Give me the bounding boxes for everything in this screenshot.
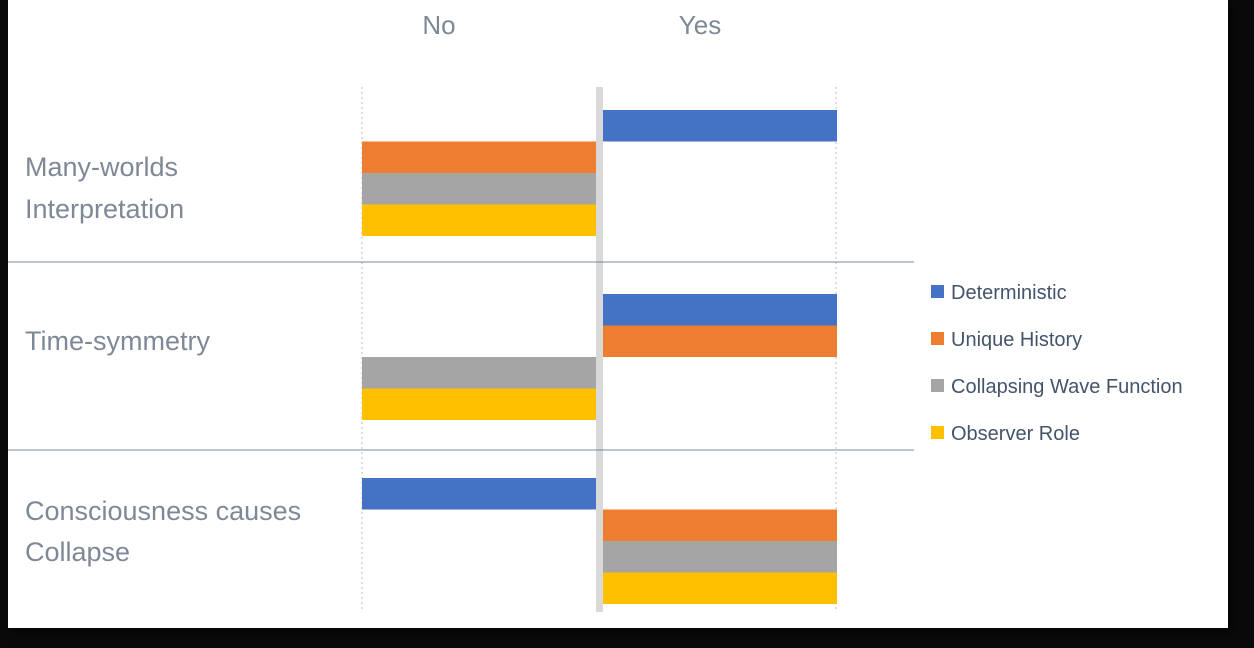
bar-observer-role [362, 388, 596, 420]
grid [8, 87, 914, 612]
chart: No Yes Many-worlds Interpretation Time-symm… [8, 10, 1183, 612]
bar-unique-history [603, 325, 837, 357]
legend-label: Deterministic [951, 282, 1067, 304]
category-label: Interpretation [25, 194, 184, 224]
bars [362, 110, 837, 604]
bar-unique-history [362, 141, 596, 173]
legend: Deterministic Unique History Collapsing Wa… [931, 282, 1183, 445]
legend-label: Unique History [951, 329, 1082, 351]
bar-observer-role [603, 572, 837, 604]
bar-deterministic [603, 294, 837, 326]
category-label: Many-worlds [25, 152, 178, 182]
center-axis [596, 87, 603, 612]
bar-collapsing-wave-function [362, 173, 596, 205]
category-label: Consciousness causes [25, 496, 301, 526]
category-label: Collapse [25, 537, 130, 567]
legend-swatch [931, 332, 944, 345]
chart-card: No Yes Many-worlds Interpretation Time-symm… [8, 0, 1228, 628]
bar-collapsing-wave-function [362, 357, 596, 389]
category-label: Time-symmetry [25, 326, 210, 356]
legend-swatch [931, 285, 944, 298]
column-header-no: No [422, 10, 455, 40]
category-labels: Many-worlds Interpretation Time-symmetry Co… [25, 152, 301, 567]
legend-label: Observer Role [951, 423, 1080, 445]
bar-collapsing-wave-function [603, 541, 837, 573]
legend-label: Collapsing Wave Function [951, 376, 1183, 398]
column-headers: No Yes [422, 10, 721, 40]
bar-deterministic [603, 110, 837, 142]
bar-observer-role [362, 204, 596, 236]
legend-swatch [931, 379, 944, 392]
bar-unique-history [603, 509, 837, 541]
column-header-yes: Yes [679, 10, 721, 40]
bar-deterministic [362, 478, 596, 510]
legend-swatch [931, 426, 944, 439]
